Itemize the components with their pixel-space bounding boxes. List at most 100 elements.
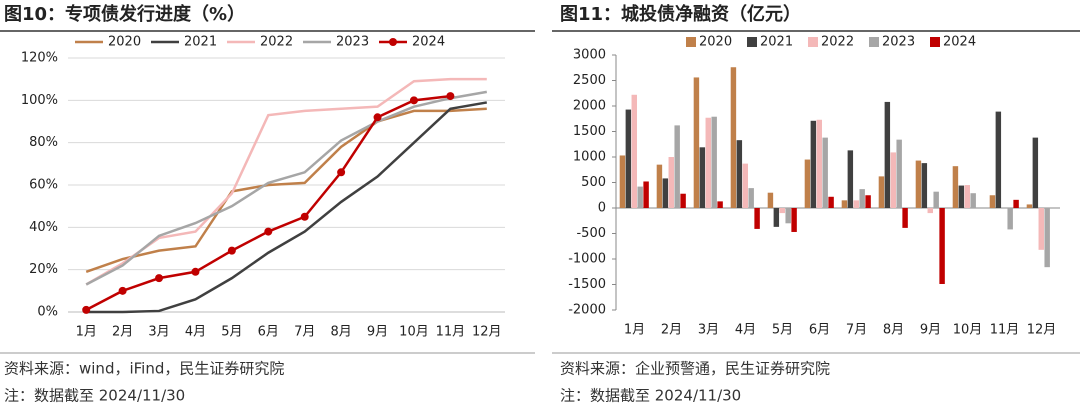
bar — [933, 191, 939, 208]
bar — [822, 137, 828, 208]
marker — [118, 286, 127, 295]
bar — [1032, 137, 1039, 208]
bar — [902, 208, 908, 228]
bar — [693, 77, 700, 208]
line-series — [85, 107, 487, 273]
marker — [373, 113, 382, 122]
bar — [810, 120, 817, 208]
x-tick-label: 10月 — [953, 323, 983, 338]
y-tick-label: 80% — [29, 135, 58, 150]
legend-label: 2022 — [260, 35, 293, 50]
bar — [662, 178, 669, 208]
y-tick-label: -1000 — [568, 252, 606, 267]
line-series — [85, 90, 488, 286]
bar — [748, 188, 754, 208]
y-tick-label: -1500 — [568, 277, 606, 292]
y-tick-label: -500 — [576, 226, 606, 241]
x-tick-label: 4月 — [185, 325, 206, 340]
marker — [264, 227, 273, 236]
bar — [791, 208, 797, 232]
x-tick-label: 11月 — [436, 325, 466, 340]
bar — [699, 147, 706, 208]
note: 注：数据截至 2024/11/30 — [560, 387, 741, 405]
x-tick-label: 2月 — [661, 323, 682, 338]
y-tick-label: 3000 — [573, 48, 606, 63]
marker — [227, 246, 236, 255]
bar — [730, 67, 737, 209]
bar — [952, 166, 959, 208]
legend-label: 2023 — [336, 35, 369, 50]
bar — [711, 116, 717, 208]
bar — [668, 157, 674, 208]
bar — [717, 201, 723, 208]
bar — [767, 192, 774, 208]
y-tick-label: 500 — [581, 175, 606, 190]
y-tick-label: 100% — [21, 93, 58, 108]
legend-swatch — [686, 37, 696, 47]
bar — [1013, 199, 1019, 208]
x-tick-label: 7月 — [846, 323, 867, 338]
bar — [964, 185, 970, 208]
bar — [847, 150, 854, 208]
bar — [754, 208, 760, 229]
source: 资料来源：wind，iFind，民生证券研究院 — [4, 360, 284, 378]
legend-label: 2022 — [821, 35, 854, 50]
bar — [631, 94, 637, 208]
bar — [705, 117, 711, 208]
bar — [674, 125, 680, 208]
bar — [779, 208, 785, 214]
bar — [989, 195, 996, 208]
legend-label: 2020 — [699, 35, 732, 50]
bar — [804, 159, 811, 208]
x-tick-label: 9月 — [920, 323, 941, 338]
bar — [859, 189, 865, 208]
x-tick-label: 12月 — [1027, 323, 1057, 338]
bar — [1026, 204, 1033, 208]
line-series — [86, 101, 488, 314]
x-tick-label: 2月 — [112, 325, 133, 340]
bar — [828, 196, 834, 208]
source: 资料来源：企业预警通，民生证券研究院 — [560, 360, 830, 378]
y-tick-label: 60% — [29, 178, 58, 193]
marker — [446, 92, 455, 101]
legend-label: 2021 — [184, 35, 217, 50]
bar — [878, 176, 885, 208]
x-tick-label: 5月 — [772, 323, 793, 338]
x-tick-label: 4月 — [735, 323, 756, 338]
x-tick-label: 3月 — [148, 325, 169, 340]
bar — [896, 139, 902, 208]
note: 注：数据截至 2024/11/30 — [4, 387, 185, 405]
legend-label: 2020 — [108, 35, 141, 50]
chart-title: 图10：专项债发行进度（%） — [4, 3, 245, 25]
legend-label: 2023 — [882, 35, 915, 50]
bar — [921, 163, 928, 208]
x-tick-label: 6月 — [809, 323, 830, 338]
legend-swatch — [869, 37, 879, 47]
marker — [155, 274, 164, 283]
bar — [970, 193, 976, 208]
x-tick-label: 1月 — [76, 325, 97, 340]
bar — [865, 195, 871, 208]
bar — [643, 181, 649, 208]
bar — [736, 140, 743, 208]
legend-marker — [389, 38, 397, 46]
y-tick-label: 1500 — [573, 124, 606, 139]
line-series — [85, 94, 451, 311]
x-tick-label: 8月 — [883, 323, 904, 338]
marker — [409, 96, 418, 105]
bar — [773, 208, 780, 227]
bar — [637, 186, 643, 208]
bar — [1007, 208, 1013, 230]
x-tick-label: 6月 — [258, 325, 279, 340]
x-tick-label: 9月 — [367, 325, 388, 340]
bar — [890, 152, 896, 208]
x-tick-label: 3月 — [698, 323, 719, 338]
y-tick-label: 2000 — [573, 99, 606, 114]
bar — [1038, 208, 1044, 250]
bar — [995, 111, 1002, 208]
y-tick-label: 120% — [21, 51, 58, 66]
bar — [884, 101, 891, 208]
marker — [191, 267, 200, 276]
bar — [656, 164, 663, 208]
x-tick-label: 1月 — [624, 323, 645, 338]
